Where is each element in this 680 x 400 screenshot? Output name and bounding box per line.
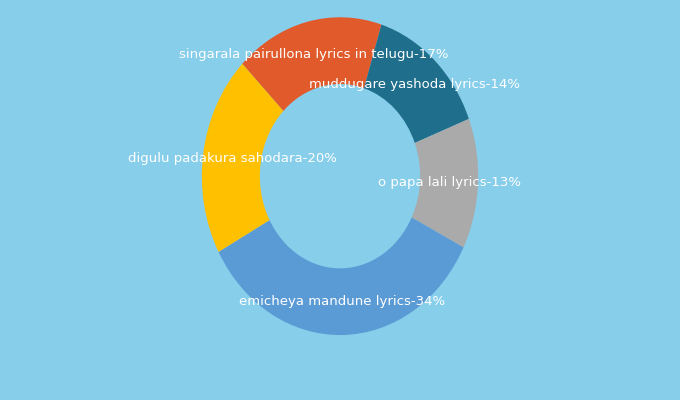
Wedge shape xyxy=(218,218,464,335)
Text: singarala pairullona lyrics in telugu-17%: singarala pairullona lyrics in telugu-17… xyxy=(180,48,449,61)
Text: o papa lali lyrics-13%: o papa lali lyrics-13% xyxy=(377,176,520,189)
Text: muddugare yashoda lyrics-14%: muddugare yashoda lyrics-14% xyxy=(309,78,520,91)
Wedge shape xyxy=(411,119,478,247)
Wedge shape xyxy=(242,17,381,111)
Text: digulu padakura sahodara-20%: digulu padakura sahodara-20% xyxy=(128,152,337,165)
Wedge shape xyxy=(364,24,469,143)
Text: emicheya mandune lyrics-34%: emicheya mandune lyrics-34% xyxy=(239,295,445,308)
Wedge shape xyxy=(202,64,284,252)
